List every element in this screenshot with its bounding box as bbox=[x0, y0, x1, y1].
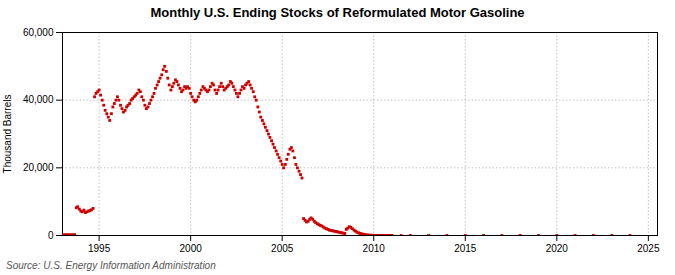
svg-text:60,000: 60,000 bbox=[23, 27, 54, 38]
svg-text:20,000: 20,000 bbox=[23, 162, 54, 173]
svg-text:Thousand Barrels: Thousand Barrels bbox=[2, 95, 13, 174]
html-text:Monthly U.S. Ending Stocks of: Monthly U.S. Ending Stocks of Reformulat… bbox=[150, 5, 525, 20]
svg-text:0: 0 bbox=[48, 230, 54, 241]
svg-text:2025: 2025 bbox=[637, 243, 660, 254]
html-text:Source: U.S. Energy Informatio: Source: U.S. Energy Information Administ… bbox=[6, 260, 216, 271]
svg-text:2015: 2015 bbox=[454, 243, 477, 254]
svg-text:1995: 1995 bbox=[88, 243, 111, 254]
svg-text:2010: 2010 bbox=[363, 243, 386, 254]
svg-text:2005: 2005 bbox=[271, 243, 294, 254]
svg-text:40,000: 40,000 bbox=[23, 94, 54, 105]
svg-text:2000: 2000 bbox=[180, 243, 203, 254]
svg-text:2020: 2020 bbox=[546, 243, 569, 254]
